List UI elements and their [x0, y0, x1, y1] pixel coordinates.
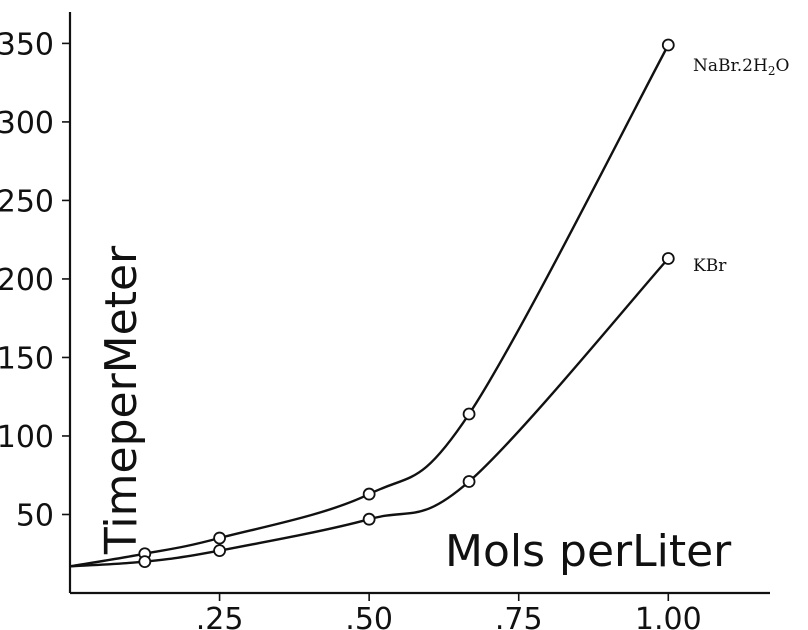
y-tick-label: 200	[0, 263, 54, 298]
data-point	[138, 555, 152, 568]
data-point	[213, 544, 226, 558]
x-tick-label: .50	[345, 602, 393, 630]
data-point	[362, 512, 376, 526]
x-tick-label: 1.00	[635, 602, 702, 630]
y-tick-label: 300	[0, 106, 54, 141]
data-point	[362, 487, 376, 501]
series-label-nabr: NaBr.2H2O	[693, 56, 789, 78]
x-axis-title: Mols perLiter	[445, 526, 732, 577]
data-point	[661, 252, 675, 265]
points-layer	[138, 38, 675, 568]
y-tick-label: 100	[0, 420, 54, 455]
series-label-kbr: KBr	[693, 256, 727, 276]
data-point	[462, 407, 476, 421]
x-tick-label: .25	[196, 602, 244, 630]
x-tick-label: .75	[495, 602, 543, 630]
y-tick-label: 150	[0, 341, 54, 376]
data-point	[213, 531, 226, 545]
y-tick-label: 250	[0, 184, 54, 219]
ticks-layer: 50 100 150 200 250 300 350 .25 .50 .75 1.00	[0, 27, 702, 630]
data-point	[661, 38, 675, 52]
data-point	[462, 475, 476, 488]
y-axis-title: TimeperMeter	[96, 245, 147, 555]
y-tick-label: 50	[16, 498, 54, 533]
y-tick-label: 350	[0, 27, 54, 62]
